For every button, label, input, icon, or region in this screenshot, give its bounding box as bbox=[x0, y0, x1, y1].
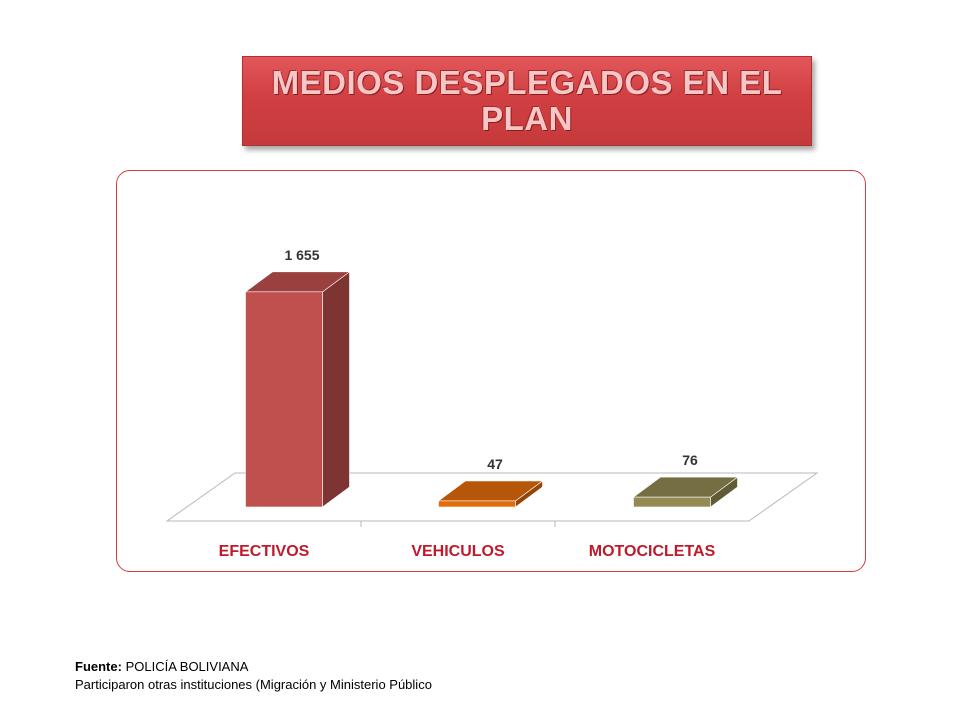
bar-side-efectivos bbox=[322, 271, 350, 508]
source-label: Fuente: bbox=[75, 659, 122, 674]
bar-efectivos bbox=[245, 291, 323, 508]
category-label: EFECTIVOS bbox=[219, 543, 310, 560]
data-label: 1 655 bbox=[284, 247, 319, 263]
bar-vehiculos bbox=[438, 500, 516, 508]
data-label: 76 bbox=[682, 452, 698, 468]
bar-motocicletas bbox=[633, 496, 711, 508]
title-banner: MEDIOS DESPLEGADOS EN EL PLAN bbox=[242, 56, 812, 146]
category-label: MOTOCICLETAS bbox=[589, 543, 716, 560]
chart-title: MEDIOS DESPLEGADOS EN EL PLAN bbox=[271, 64, 783, 137]
source-value: POLICÍA BOLIVIANA bbox=[125, 659, 249, 674]
footer-note: Participaron otras instituciones (Migrac… bbox=[75, 677, 432, 692]
data-label: 47 bbox=[487, 456, 503, 472]
source-line: Fuente: POLICÍA BOLIVIANA bbox=[75, 658, 432, 676]
category-label: VEHICULOS bbox=[411, 543, 505, 560]
footer: Fuente: POLICÍA BOLIVIANA Participaron o… bbox=[75, 658, 432, 694]
